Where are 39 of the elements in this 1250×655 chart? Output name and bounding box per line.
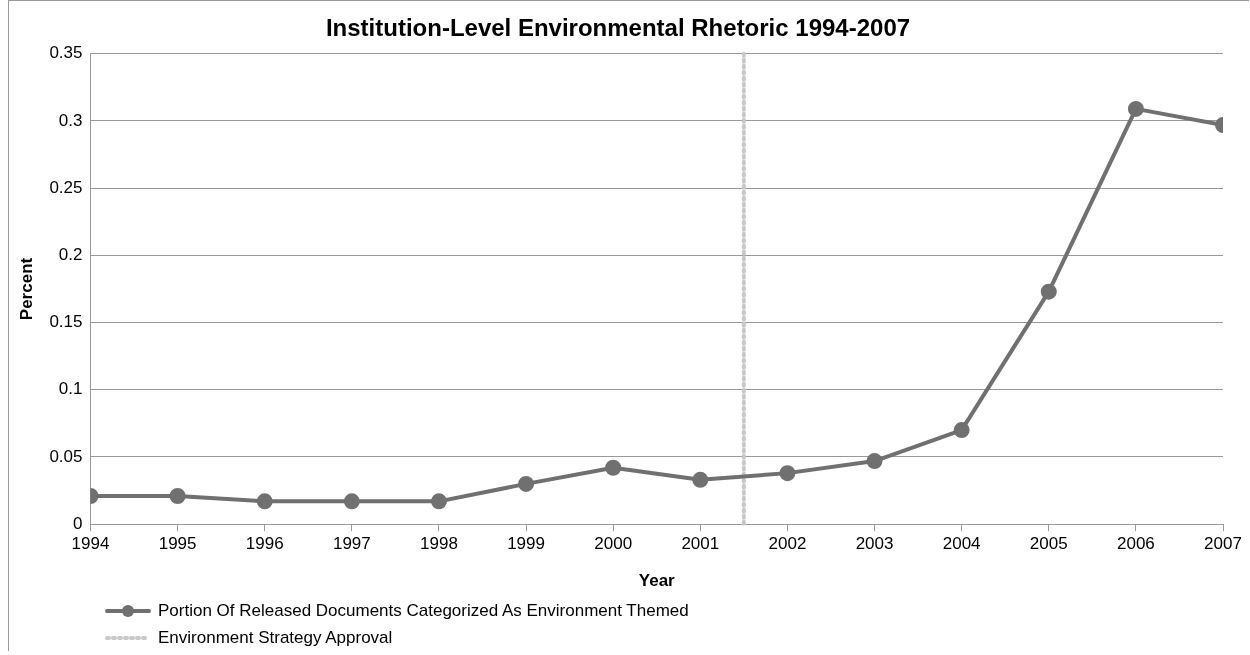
y-tick-label: 0.3 (58, 110, 83, 130)
y-tick-label: 0.1 (58, 379, 83, 399)
point (779, 465, 796, 482)
point (605, 459, 622, 476)
x-tick-label: 2006 (1116, 534, 1155, 554)
y-tick-label: 0.25 (49, 177, 83, 197)
point (1040, 283, 1057, 300)
point (343, 493, 360, 510)
y-tick-label: 0.2 (58, 245, 83, 265)
point (430, 493, 447, 510)
x-tick-label: 1995 (158, 534, 197, 554)
point (692, 471, 709, 488)
point (953, 422, 970, 439)
x-axis-title: Year (638, 571, 676, 591)
y-tick-label: 0.05 (49, 446, 83, 466)
x-tick-label: 1999 (507, 534, 545, 554)
x-tick-label: 1997 (332, 534, 371, 554)
y-tick-label: 0.35 (49, 43, 83, 63)
x-tick-label: 2002 (768, 534, 807, 554)
legend-label: Portion Of Released Documents Categorized As Environment Themed (158, 600, 689, 621)
x-tick-label: 2005 (1029, 534, 1068, 554)
chart-title: Institution-Level Environmental Rhetoric 1994-2007 (325, 14, 911, 42)
point (518, 475, 535, 492)
point (256, 493, 273, 510)
x-tick-label: 2001 (681, 534, 720, 554)
x-tick-label: 2003 (855, 534, 894, 554)
point (866, 453, 883, 470)
x-tick-label: 2004 (942, 534, 981, 554)
legend-label: Environment Strategy Approval (158, 627, 393, 648)
point (1127, 100, 1144, 117)
y-tick-label: 0 (73, 513, 83, 533)
x-tick-label: 2007 (1204, 534, 1242, 554)
x-tick-label: 2000 (594, 534, 633, 554)
x-tick-label: 1998 (420, 534, 458, 554)
x-tick-label: 1994 (71, 534, 110, 554)
point (169, 487, 186, 504)
y-tick-label: 0.15 (49, 312, 83, 332)
y-axis-title: Percent (16, 257, 36, 321)
x-tick-label: 1996 (245, 534, 284, 554)
